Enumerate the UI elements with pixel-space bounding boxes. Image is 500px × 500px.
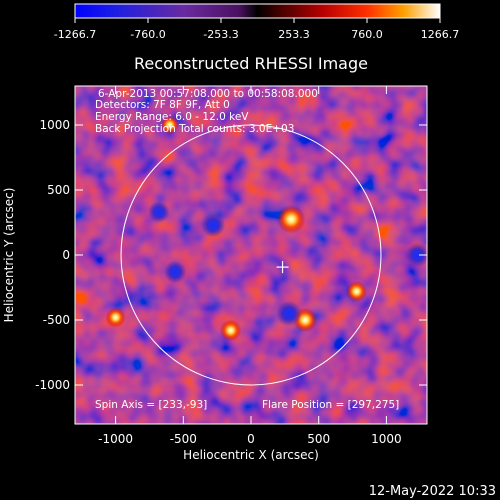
colorbar [74,3,441,19]
spin-axis-label: Spin Axis = [233,-93] [95,399,207,411]
heatmap-cold-source [163,260,187,284]
heatmap-hot-source [220,319,242,342]
heatmap-hot-source [160,115,180,135]
annotation-method: Back Projection Total counts: 3.0E+03 [95,123,294,135]
x-tick-label: 1000 [371,432,402,446]
annotation-time: 6-Apr-2013 00:57:08.000 to 00:58:08.000 [98,88,318,100]
x-tick-label: 0 [247,432,255,446]
colorbar-tick-label: 1266.7 [421,28,460,41]
y-axis-label: Heliocentric Y (arcsec) [2,188,16,323]
y-tick-label: 1000 [39,118,70,132]
y-tick-label: -1000 [35,378,70,392]
heatmap-cold-source [276,300,302,327]
timestamp: 12-May-2022 10:33 [369,484,496,499]
colorbar-ticks: -1266.7 -760.0 -253.3 253.3 760.0 1266.7 [54,18,459,41]
plot-area: -1000 -500 0 500 1000 -1000 -500 0 500 1000 6-Apr… [35,85,428,446]
x-tick-label: -1000 [98,432,133,446]
colorbar-tick-label: 253.3 [278,28,310,41]
colorbar-tick-label: 760.0 [351,28,383,41]
heatmap-sources [105,115,427,342]
heatmap-hot-source [105,307,126,328]
heatmap-cold-source [405,242,427,268]
colorbar-tick-label: -760.0 [130,28,165,41]
heatmap-hot-source [346,281,367,302]
chart-title: Reconstructed RHESSI Image [134,54,368,73]
annotation-energy: Energy Range: 6.0 - 12.0 keV [95,111,249,123]
x-tick-label: -500 [170,432,197,446]
solar-limb-circle [120,124,382,386]
colorbar-tick-label: -253.3 [203,28,238,41]
colorbar-tick-label: -1266.7 [54,28,96,41]
heatmap-cold-source [200,212,226,238]
axis-ticks: -1000 -500 0 500 1000 -1000 -500 0 500 1000 [35,86,427,446]
x-tick-label: 500 [307,432,330,446]
heatmap-noise [75,86,427,424]
y-tick-label: -500 [43,313,70,327]
heatmap-cold-source [148,201,170,223]
flare-position-marker [276,261,289,274]
annotation-detectors: Detectors: 7F 8F 9F, Att 0 [95,99,230,111]
y-tick-label: 500 [47,183,70,197]
flare-position-label: Flare Position = [297,275] [262,399,399,411]
x-axis-label: Heliocentric X (arcsec) [183,448,319,462]
y-tick-label: 0 [62,248,70,262]
heatmap-hot-source [277,205,306,234]
